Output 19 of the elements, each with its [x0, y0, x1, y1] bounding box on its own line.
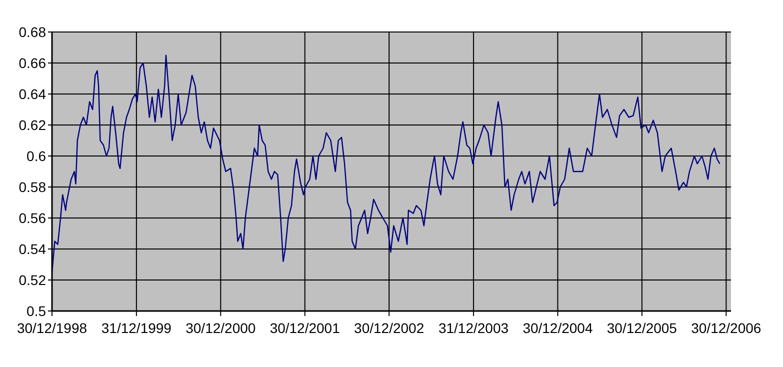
y-tick-label: 0.5 — [26, 302, 46, 319]
x-tick-label: 30/12/2004 — [522, 320, 593, 336]
x-tick-label: 31/12/1999 — [101, 320, 172, 336]
y-tick-label: 0.64 — [18, 86, 46, 102]
x-tick-label: 31/12/2003 — [438, 320, 509, 336]
y-tick-label: 0.56 — [18, 210, 46, 226]
y-tick-label: 0.6 — [26, 148, 46, 164]
y-tick-label: 0.52 — [18, 272, 46, 288]
x-tick-label: 30/12/2006 — [691, 320, 762, 336]
y-tick-label: 0.54 — [18, 240, 46, 257]
x-tick-label: 30/12/2005 — [606, 320, 678, 336]
x-tick-label: 30/12/1998 — [16, 320, 88, 336]
y-tick-label: 0.68 — [18, 24, 46, 40]
x-tick-label: 30/12/2001 — [270, 320, 340, 336]
y-tick-label: 0.66 — [18, 54, 46, 71]
x-tick-label: 30/12/2002 — [354, 320, 424, 336]
y-tick-label: 0.62 — [18, 116, 46, 133]
x-tick-label: 30/12/2000 — [186, 320, 256, 336]
y-tick-label: 0.58 — [18, 178, 46, 195]
